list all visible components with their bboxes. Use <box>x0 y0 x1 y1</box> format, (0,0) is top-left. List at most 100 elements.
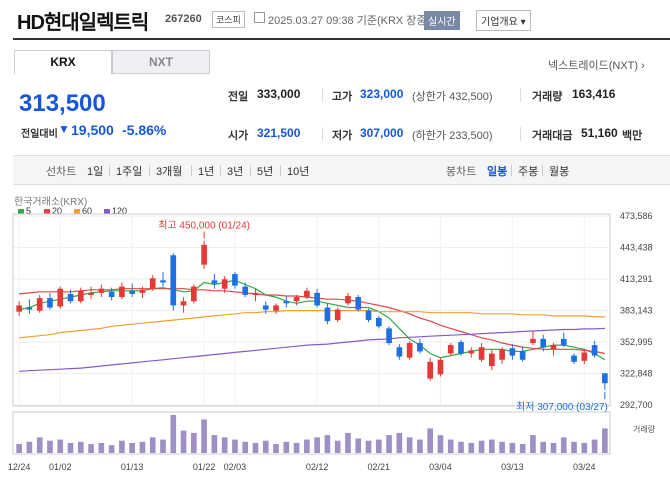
candle-body <box>334 309 341 321</box>
candle-body <box>602 373 608 384</box>
volume-bar <box>345 432 351 453</box>
volume-bar <box>530 435 536 453</box>
change-label: 전일대비 <box>21 129 58 140</box>
legend-label: 60 <box>82 206 93 216</box>
line-chart-button[interactable]: 선차트 <box>46 166 77 178</box>
candle-body <box>519 351 526 360</box>
realtime-badge[interactable]: 실시간 <box>424 11 460 30</box>
tab-krx[interactable]: KRX <box>14 50 112 74</box>
candle-body <box>191 286 197 302</box>
legend-swatch <box>18 208 24 215</box>
volume-bar <box>581 442 588 453</box>
candle-body <box>180 301 187 306</box>
candle-body <box>304 290 310 298</box>
period-1w[interactable]: 1주일 <box>116 166 143 178</box>
divider <box>220 165 221 176</box>
period-3y[interactable]: 3년 <box>227 166 244 178</box>
candle-body <box>67 293 74 302</box>
prev-close-value: 333,000 <box>257 87 301 101</box>
candle-body <box>489 353 495 367</box>
calendar-icon <box>254 12 265 23</box>
volume-bar <box>375 439 382 453</box>
volume-label: 거래량 <box>532 91 563 103</box>
candle-body <box>447 345 454 354</box>
candle-body <box>478 347 485 360</box>
monthly-candle[interactable]: 월봉 <box>549 166 570 178</box>
y-tick-label: 413,291 <box>620 274 653 284</box>
volume-bar <box>427 428 433 453</box>
volume-bar <box>437 435 444 453</box>
period-5y[interactable]: 5년 <box>257 166 274 178</box>
legend-label: 120 <box>112 206 128 216</box>
low-value: 307,000 <box>360 126 404 140</box>
candle-body <box>355 297 362 310</box>
candle-body <box>365 310 372 321</box>
candle-body <box>139 289 146 293</box>
company-info-dropdown[interactable]: 기업개요 ▾ <box>476 10 531 31</box>
lower-limit: (하한가 233,500) <box>412 130 493 142</box>
candle-body <box>262 305 269 310</box>
period-1d[interactable]: 1일 <box>87 166 104 178</box>
volume-bar <box>36 437 43 453</box>
volume-bar <box>468 442 475 453</box>
period-3m[interactable]: 3개월 <box>156 166 183 178</box>
open-label: 시가 <box>228 130 249 142</box>
candle-body <box>119 286 125 298</box>
legend-ma20: 20 <box>44 206 62 216</box>
volume-bar <box>417 439 423 453</box>
legend-label: 5 <box>26 206 32 216</box>
legend-ma5: 5 <box>18 206 31 216</box>
candle-body <box>98 288 105 293</box>
volume-bar <box>242 441 249 453</box>
y-tick-label: 473,586 <box>620 211 653 221</box>
candle-body <box>26 307 33 310</box>
y-tick-label: 352,995 <box>620 337 653 347</box>
high-value: 323,000 <box>360 87 404 101</box>
volume-bar <box>560 437 567 453</box>
volume-bar <box>386 435 392 453</box>
candle-body <box>160 280 166 283</box>
volume-bar <box>201 419 207 453</box>
upper-limit: (상한가 432,500) <box>412 91 493 103</box>
legend-swatch <box>74 208 80 215</box>
volume-bar <box>252 442 259 453</box>
exchange-label: 한국거래소(KRX) <box>14 197 88 208</box>
period-10y[interactable]: 10년 <box>287 166 310 178</box>
candle-body <box>571 355 577 362</box>
weekly-candle[interactable]: 주봉 <box>518 166 539 178</box>
high-annotation: 최고 450,000 (01/24) <box>158 220 250 232</box>
volume-bar <box>139 441 146 453</box>
divider <box>109 165 110 176</box>
x-tick-label: 12/24 <box>8 462 31 472</box>
period-1y[interactable]: 1년 <box>198 166 215 178</box>
candle-body <box>283 301 290 304</box>
candle-body <box>581 352 588 361</box>
tab-nxt[interactable]: NXT <box>112 50 210 74</box>
volume-bar <box>26 441 33 453</box>
volume-bar <box>591 439 598 453</box>
volume-bar <box>489 439 495 453</box>
candle-body <box>386 328 392 344</box>
down-arrow-icon: ▼ <box>58 122 70 136</box>
daily-candle[interactable]: 일봉 <box>487 166 508 178</box>
volume-bar <box>77 441 84 453</box>
candle-body <box>324 307 331 322</box>
volume-bar <box>550 442 557 453</box>
ma-line-ma120 <box>19 327 605 372</box>
y-tick-label: 443,438 <box>620 243 653 253</box>
stock-header: HD현대일렉트릭 267260 코스피 2025.03.27 09:38 기준(… <box>0 0 670 38</box>
candle-body <box>108 291 115 298</box>
candle-body <box>437 359 444 375</box>
nextrade-link[interactable]: 넥스트레이드(NXT) › <box>548 60 645 72</box>
candle-body <box>375 317 382 327</box>
volume-bar <box>519 444 526 453</box>
ma-line-ma60 <box>19 310 605 339</box>
candle-body <box>47 298 53 308</box>
y-tick-label: 322,848 <box>620 368 653 378</box>
volume-bar <box>221 437 228 453</box>
candle-body <box>57 288 64 307</box>
candle-chart-button[interactable]: 봉차트 <box>446 166 477 178</box>
candle-body <box>232 274 238 286</box>
volume-value: 163,416 <box>572 87 616 101</box>
